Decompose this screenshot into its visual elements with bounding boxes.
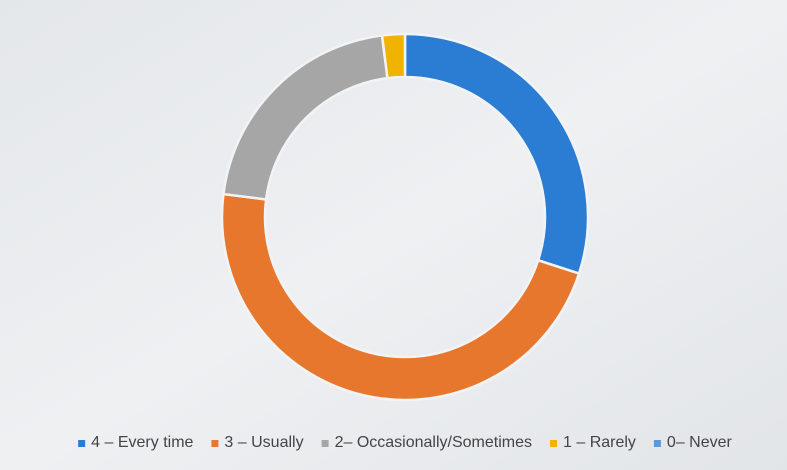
- legend-swatch: [550, 440, 557, 447]
- legend-swatch: [653, 440, 661, 447]
- legend-label: 2– Occasionally/Sometimes: [335, 434, 532, 451]
- legend-swatch: [78, 440, 86, 447]
- legend: 4 – Every time 3 – Usually 2– Occasionally…: [78, 434, 733, 451]
- legend-label: 3 – Usually: [224, 434, 303, 451]
- legend-label: 1 – Rarely: [563, 434, 636, 451]
- legend-label: 4 – Every time: [91, 434, 193, 451]
- slice: [220, 192, 581, 402]
- legend-swatch: [321, 440, 329, 447]
- donut: [220, 32, 590, 402]
- legend-swatch: [211, 440, 219, 447]
- legend-label: 0– Never: [667, 434, 733, 451]
- slice: [380, 32, 407, 80]
